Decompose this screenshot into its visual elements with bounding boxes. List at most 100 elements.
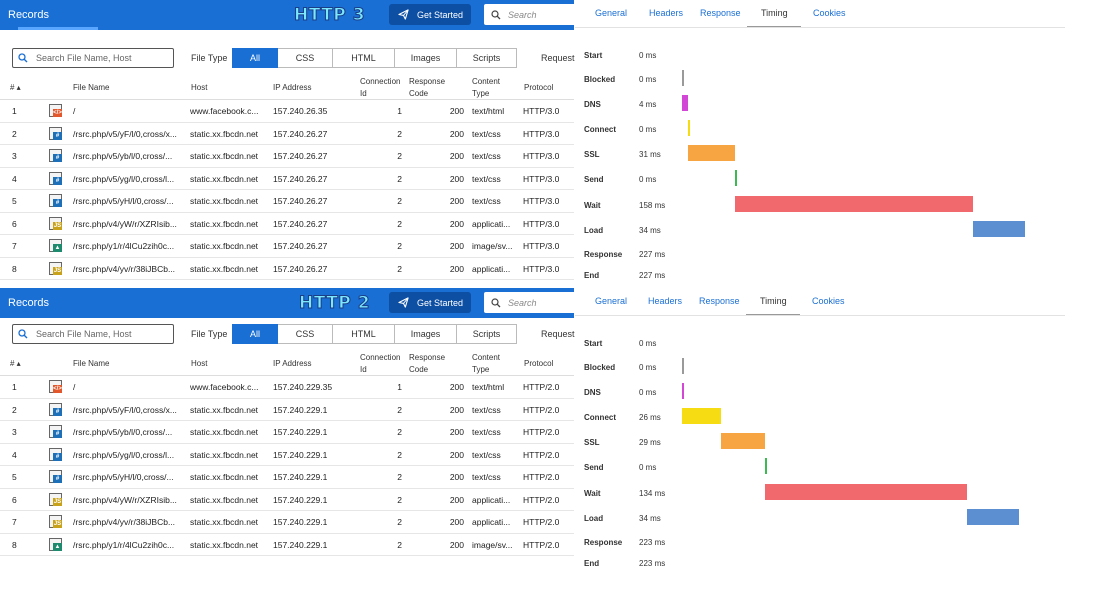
search-input[interactable]: Search — [484, 292, 579, 313]
table-row[interactable]: 5/rsrc.php/v5/yH/l/0,cross/... static.xx.… — [0, 466, 574, 489]
response-label-2: Code — [409, 89, 429, 98]
column-host[interactable]: Host — [191, 359, 208, 368]
table-row[interactable]: 6/rsrc.php/v4/yW/r/XZRIsib... static.xx.f… — [0, 489, 574, 511]
timing-label: End — [584, 559, 600, 568]
row-connection-id: 2 — [397, 404, 402, 415]
timing-label: Start — [584, 51, 603, 60]
image-file-icon: ▲ — [49, 537, 62, 551]
timing-value: 26 ms — [639, 413, 661, 422]
file-search-input[interactable]: Search File Name, Host — [12, 48, 174, 68]
column-ip-address[interactable]: IP Address — [273, 359, 312, 368]
column-protocol[interactable]: Protocol — [524, 83, 554, 92]
timing-bar-dns — [682, 95, 689, 111]
column-host[interactable]: Host — [191, 83, 208, 92]
table-row[interactable]: 4/rsrc.php/v5/yg/l/0,cross/l... static.xx… — [0, 168, 574, 190]
timing-label: Blocked — [584, 363, 616, 372]
tab-general[interactable]: General — [595, 296, 628, 306]
table-row[interactable]: 4/rsrc.php/v5/yg/l/0,cross/l... static.xx… — [0, 444, 574, 466]
tab-timing[interactable]: Timing — [760, 296, 787, 306]
column-content-type[interactable]: Content Type — [472, 76, 500, 100]
content-label-2: Type — [472, 89, 490, 98]
send-icon — [398, 297, 409, 308]
row-ip-address: 157.240.26.35 — [273, 106, 328, 116]
file-type-tab-images[interactable]: Images — [395, 48, 457, 68]
row-connection-id: 2 — [397, 517, 402, 527]
row-connection-id: 2 — [397, 263, 402, 274]
table-row[interactable]: 3/rsrc.php/v5/yb/l/0,cross/... static.xx.… — [0, 421, 574, 444]
table-row[interactable]: 8/rsrc.php/y1/r/4lCu2zih0c... static.xx.f… — [0, 534, 574, 556]
table-row[interactable]: 2/rsrc.php/v5/yF/l/0,cross/x... static.xx… — [0, 123, 574, 145]
table-row[interactable]: 3/rsrc.php/v5/yb/l/0,cross/... static.xx.… — [0, 145, 574, 168]
file-type-tab-html[interactable]: HTML — [333, 324, 395, 344]
timing-label: DNS — [584, 100, 601, 109]
table-row[interactable]: 5/rsrc.php/v5/yH/l/0,cross/... static.xx.… — [0, 190, 574, 213]
column-number[interactable]: # ▴ — [10, 83, 21, 92]
column-response-code[interactable]: Response Code — [409, 352, 445, 376]
file-type-tab-scripts[interactable]: Scripts — [457, 48, 517, 68]
row-response-code: 200 — [449, 539, 464, 550]
row-content-type: applicati... — [472, 494, 511, 505]
tab-response[interactable]: Response — [700, 8, 741, 18]
timing-value: 0 ms — [639, 51, 657, 60]
file-type-tab-css[interactable]: CSS — [278, 48, 333, 68]
row-connection-id: 2 — [397, 449, 402, 460]
timing-value: 34 ms — [639, 514, 661, 523]
row-protocol: HTTP/3.0 — [523, 218, 560, 229]
file-search-input[interactable]: Search File Name, Host — [12, 324, 174, 344]
row-connection-id: 2 — [397, 494, 402, 505]
row-connection-id: 2 — [397, 173, 402, 184]
column-ip-address[interactable]: IP Address — [273, 83, 312, 92]
table-row[interactable]: 6/rsrc.php/v4/yW/r/XZRIsib... static.xx.f… — [0, 213, 574, 235]
search-input[interactable]: Search — [484, 4, 579, 25]
column-content-type[interactable]: Content Type — [472, 352, 500, 376]
file-type-tab-all[interactable]: All — [232, 324, 278, 344]
file-type-tab-scripts[interactable]: Scripts — [457, 324, 517, 344]
column-response-code[interactable]: Response Code — [409, 76, 445, 100]
table-row[interactable]: 7/rsrc.php/y1/r/4lCu2zih0c... static.xx.f… — [0, 235, 574, 258]
file-type-tab-css[interactable]: CSS — [278, 324, 333, 344]
records-panel-http3: Records HTTP 3 Get Started Search Search… — [0, 0, 579, 282]
row-content-type: text/css — [472, 472, 501, 482]
filter-bar: Search File Name, Host File Type All CSS… — [0, 318, 575, 344]
tab-timing[interactable]: Timing — [761, 8, 788, 18]
timing-bar-ssl — [721, 433, 766, 449]
table-row[interactable]: 2/rsrc.php/v5/yF/l/0,cross/x... static.xx… — [0, 399, 574, 421]
file-type-badge: </> — [53, 109, 62, 117]
connection-label-2: Id — [360, 89, 367, 98]
timing-bar-connect — [682, 408, 722, 424]
timing-row: Blocked 0 ms — [575, 358, 1098, 376]
column-number[interactable]: # ▴ — [10, 359, 21, 368]
tab-headers[interactable]: Headers — [648, 296, 683, 306]
timing-label: SSL — [584, 438, 600, 447]
row-response-code: 200 — [449, 128, 464, 139]
timing-row: Blocked 0 ms — [575, 70, 1098, 88]
table-row[interactable]: 7/rsrc.php/v4/yv/r/38iJBCb... static.xx.f… — [0, 511, 574, 534]
tab-cookies[interactable]: Cookies — [813, 8, 846, 18]
table-row[interactable]: 1 / www.facebook.c... 157.240.229.35 1 200 tex… — [0, 376, 574, 399]
column-connection-id[interactable]: Connection Id — [360, 352, 400, 376]
row-host: static.xx.fbcdn.net — [190, 539, 259, 550]
html-file-icon: </> — [49, 380, 62, 393]
timing-value: 4 ms — [639, 100, 657, 109]
file-type-tab-images[interactable]: Images — [395, 324, 457, 344]
table-row[interactable]: 1 / www.facebook.c... 157.240.26.35 1 200 text… — [0, 100, 574, 123]
file-type-tab-all[interactable]: All — [232, 48, 278, 68]
row-number: 4 — [12, 173, 17, 184]
tab-cookies[interactable]: Cookies — [812, 296, 845, 306]
get-started-button[interactable]: Get Started — [389, 292, 471, 313]
file-type-badge: JS — [53, 266, 62, 275]
column-file-name[interactable]: File Name — [73, 359, 110, 368]
table-row[interactable]: 8/rsrc.php/v4/yv/r/38iJBCb... static.xx.f… — [0, 258, 574, 280]
get-started-button[interactable]: Get Started — [389, 4, 471, 25]
file-type-tab-html[interactable]: HTML — [333, 48, 395, 68]
row-file-name: /rsrc.php/v5/yb/l/0,cross/... — [73, 151, 173, 161]
row-content-type: text/html — [472, 382, 505, 392]
tab-response[interactable]: Response — [699, 296, 740, 306]
column-connection-id[interactable]: Connection Id — [360, 76, 400, 100]
column-file-name[interactable]: File Name — [73, 83, 110, 92]
tab-headers[interactable]: Headers — [649, 8, 684, 18]
timing-bar-connect — [688, 120, 691, 136]
tab-general[interactable]: General — [595, 8, 628, 18]
column-protocol[interactable]: Protocol — [524, 359, 554, 368]
row-protocol: HTTP/2.0 — [523, 404, 560, 415]
